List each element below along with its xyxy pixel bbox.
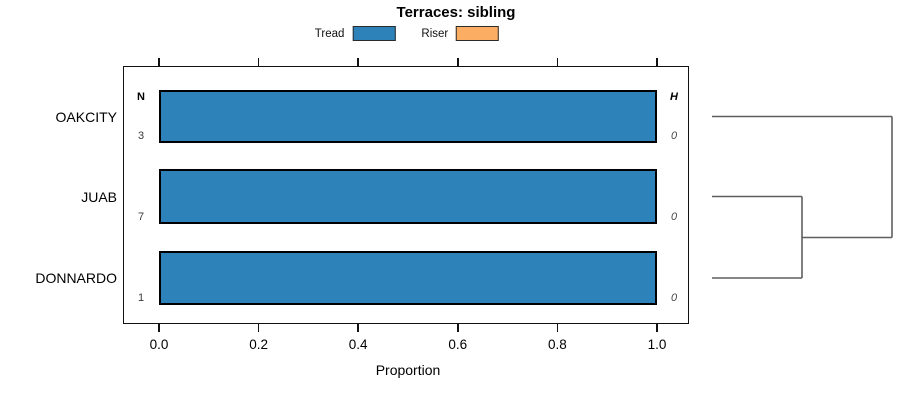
plot-border <box>123 66 689 324</box>
n-value: 7 <box>137 211 145 223</box>
category-label-oakcity: OAKCITY <box>55 108 117 125</box>
bar-tread-oakcity <box>159 90 657 143</box>
x-tick-label: 0.8 <box>548 337 567 352</box>
n-value: 3 <box>137 130 145 142</box>
x-tick-bottom <box>158 324 160 332</box>
legend-label: Tread <box>314 27 345 40</box>
x-tick-label: 0.6 <box>448 337 468 352</box>
x-tick-bottom <box>357 324 359 332</box>
x-tick-top <box>556 58 559 66</box>
x-tick-top <box>656 58 658 66</box>
x-tick-top <box>457 58 459 66</box>
h-value: 0 <box>670 211 678 223</box>
chart-title: Terraces: sibling <box>396 4 516 21</box>
h-column-header: H <box>670 91 678 103</box>
x-tick-bottom <box>257 324 260 332</box>
n-column-header: N <box>137 91 145 103</box>
category-label-juab: JUAB <box>81 188 117 205</box>
h-value: 0 <box>670 130 678 142</box>
bar-tread-donnardo <box>159 251 657 305</box>
legend-item-tread: Tread <box>315 26 396 41</box>
bar-tread-juab <box>159 169 657 224</box>
legend-swatch-riser <box>456 26 500 41</box>
legend-swatch-tread <box>352 26 396 41</box>
legend-label: Riser <box>421 27 449 40</box>
x-tick-bottom <box>556 324 559 332</box>
h-value: 0 <box>670 292 678 304</box>
x-tick-top <box>357 58 359 66</box>
x-tick-label: 1.0 <box>647 337 667 352</box>
x-tick-top <box>158 58 160 66</box>
x-tick-label: 0.4 <box>348 337 368 352</box>
x-tick-bottom <box>457 324 459 332</box>
legend: Tread Riser <box>315 26 500 41</box>
x-tick-bottom <box>656 324 658 332</box>
x-axis-title: Proportion <box>375 362 441 378</box>
n-value: 1 <box>137 292 145 304</box>
x-tick-label: 0.0 <box>149 337 169 352</box>
x-tick-label: 0.2 <box>249 337 268 352</box>
legend-item-riser: Riser <box>421 26 500 41</box>
category-label-donnardo: DONNARDO <box>35 270 117 286</box>
x-tick-top <box>257 58 260 66</box>
